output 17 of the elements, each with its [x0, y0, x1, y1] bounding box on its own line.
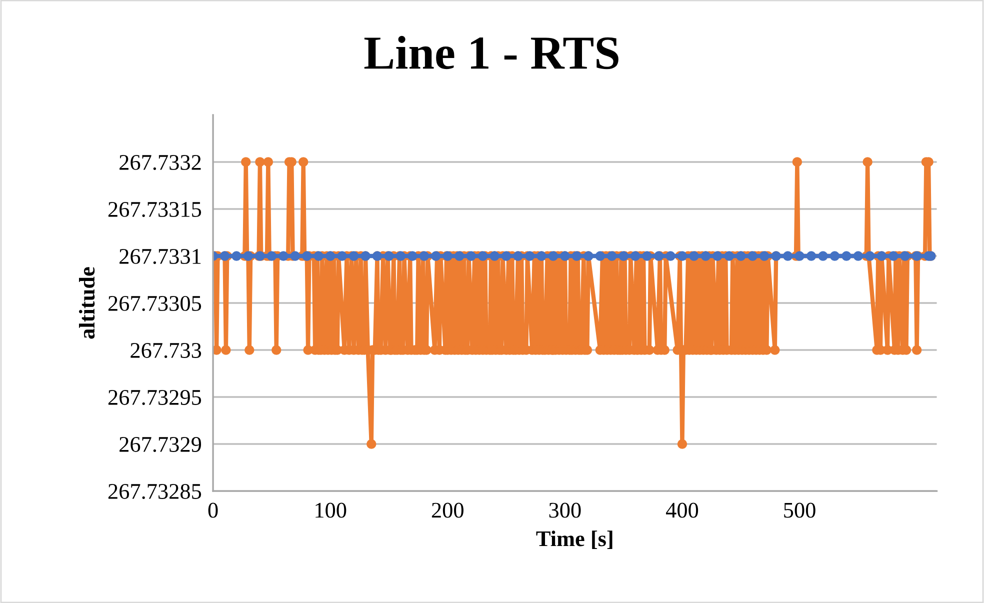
x-axis-title: Time [s] [536, 530, 612, 550]
x-tick-label: 200 [432, 502, 464, 518]
y-tick-label: 267.7332 [120, 154, 201, 170]
y-tick-label: 267.733 [130, 343, 202, 358]
y-tick-label: 267.73295 [108, 390, 202, 406]
y-tick-label: 267.73305 [108, 296, 202, 312]
y-tick-label: 267.7329 [120, 437, 202, 452]
chart-title: Line 1 - RTS [364, 36, 618, 70]
y-tick-label: 267.7331 [120, 249, 201, 264]
x-tick-label: 0 [208, 502, 218, 518]
y-tick-label: 267.73315 [108, 202, 202, 218]
x-tick-label: 300 [549, 502, 581, 518]
y-axis-title: altitude [78, 267, 95, 339]
x-tick-label: 500 [784, 502, 816, 518]
x-tick-label: 100 [316, 502, 346, 518]
y-tick-label: 267.73285 [108, 484, 202, 500]
x-tick-label: 400 [666, 502, 698, 518]
